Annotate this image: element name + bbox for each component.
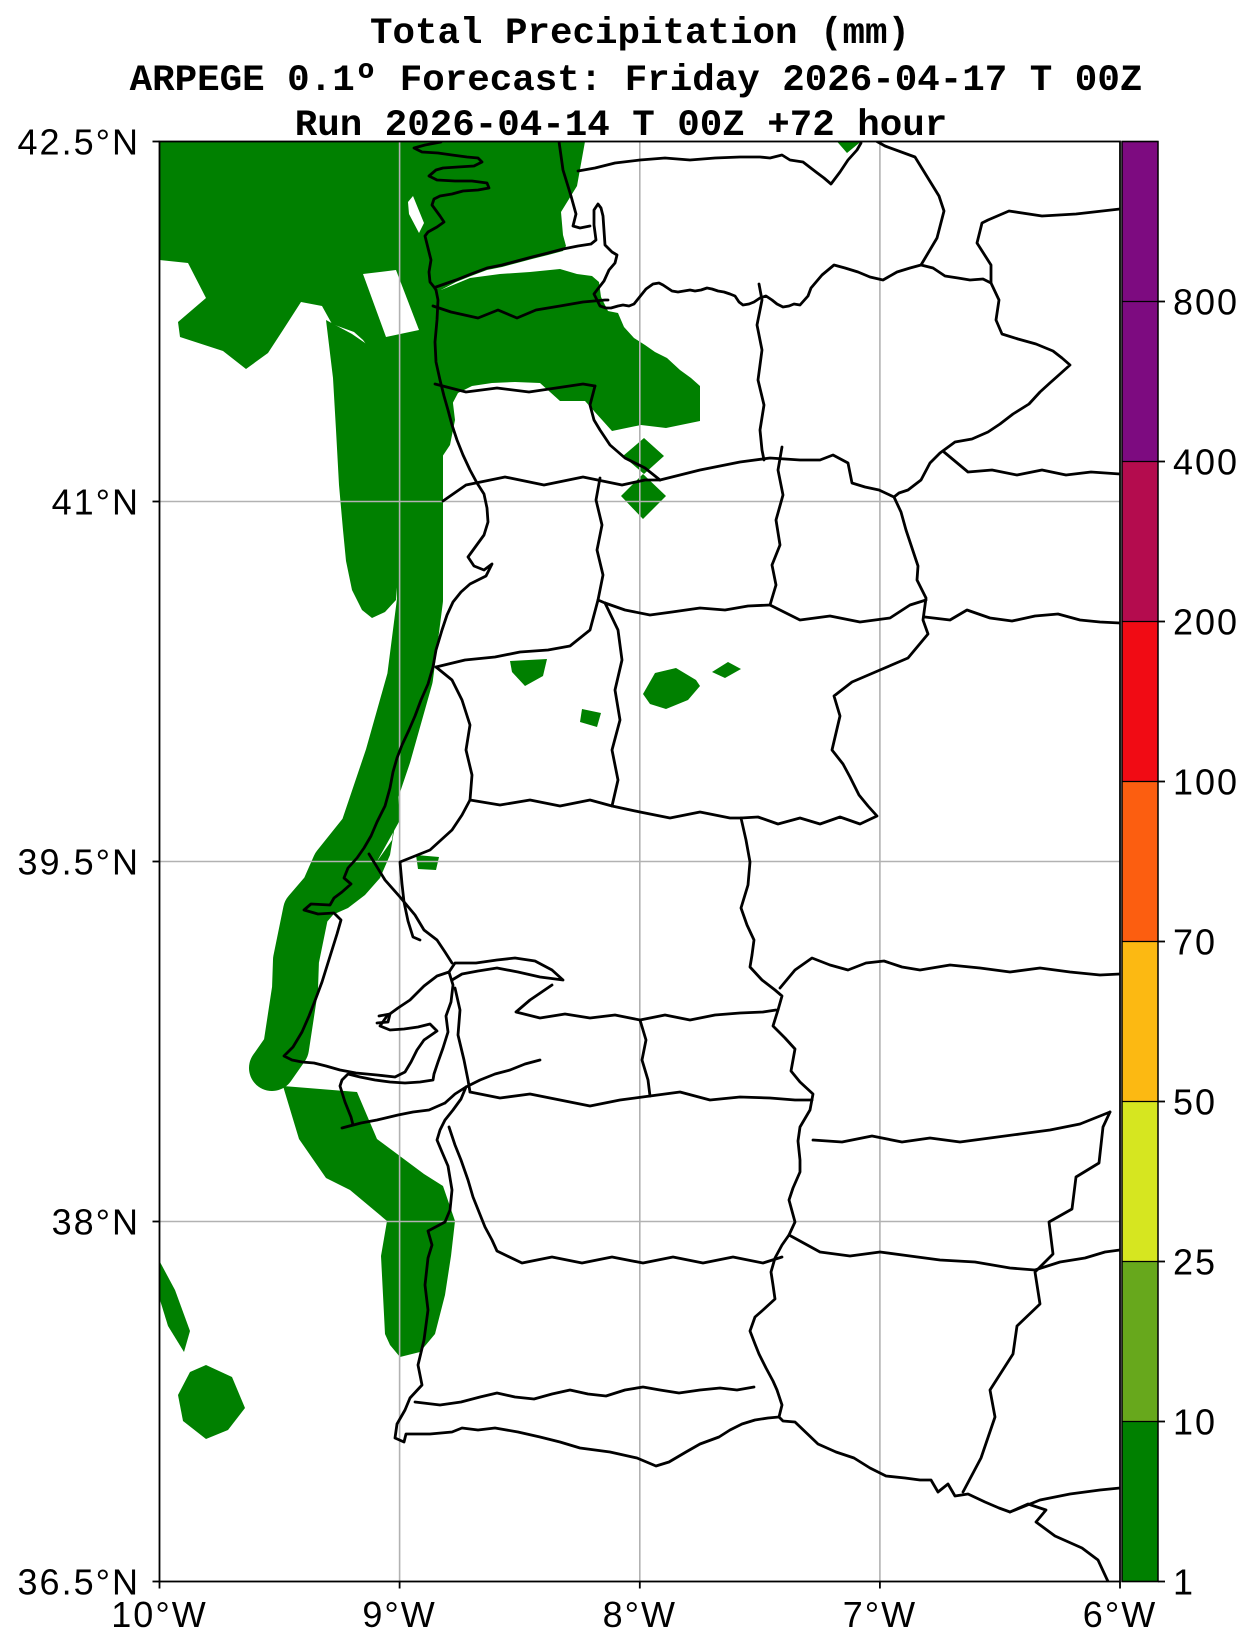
svg-text:8°W: 8°W [603,1594,677,1635]
svg-text:200: 200 [1173,602,1239,643]
svg-text:ARPEGE 0.1º Forecast: Friday 2: ARPEGE 0.1º Forecast: Friday 2026-04-17 … [130,60,1143,102]
svg-text:100: 100 [1173,762,1239,803]
svg-text:39.5°N: 39.5°N [18,842,140,883]
svg-text:42.5°N: 42.5°N [18,122,140,163]
svg-text:70: 70 [1173,922,1217,963]
svg-text:41°N: 41°N [52,482,140,523]
svg-text:25: 25 [1173,1242,1217,1283]
svg-text:50: 50 [1173,1082,1217,1123]
svg-text:800: 800 [1173,282,1239,323]
svg-text:Total Precipitation (mm): Total Precipitation (mm) [370,13,910,55]
svg-text:7°W: 7°W [843,1594,917,1635]
svg-text:36.5°N: 36.5°N [18,1562,140,1603]
svg-text:10°W: 10°W [111,1594,207,1635]
svg-text:9°W: 9°W [362,1594,436,1635]
svg-text:38°N: 38°N [52,1202,140,1243]
svg-text:1: 1 [1173,1562,1195,1603]
svg-text:10: 10 [1173,1402,1217,1443]
svg-text:6°W: 6°W [1083,1594,1157,1635]
svg-text:400: 400 [1173,442,1239,483]
svg-text:Run 2026-04-14 T 00Z +72 hour: Run 2026-04-14 T 00Z +72 hour [295,105,948,147]
